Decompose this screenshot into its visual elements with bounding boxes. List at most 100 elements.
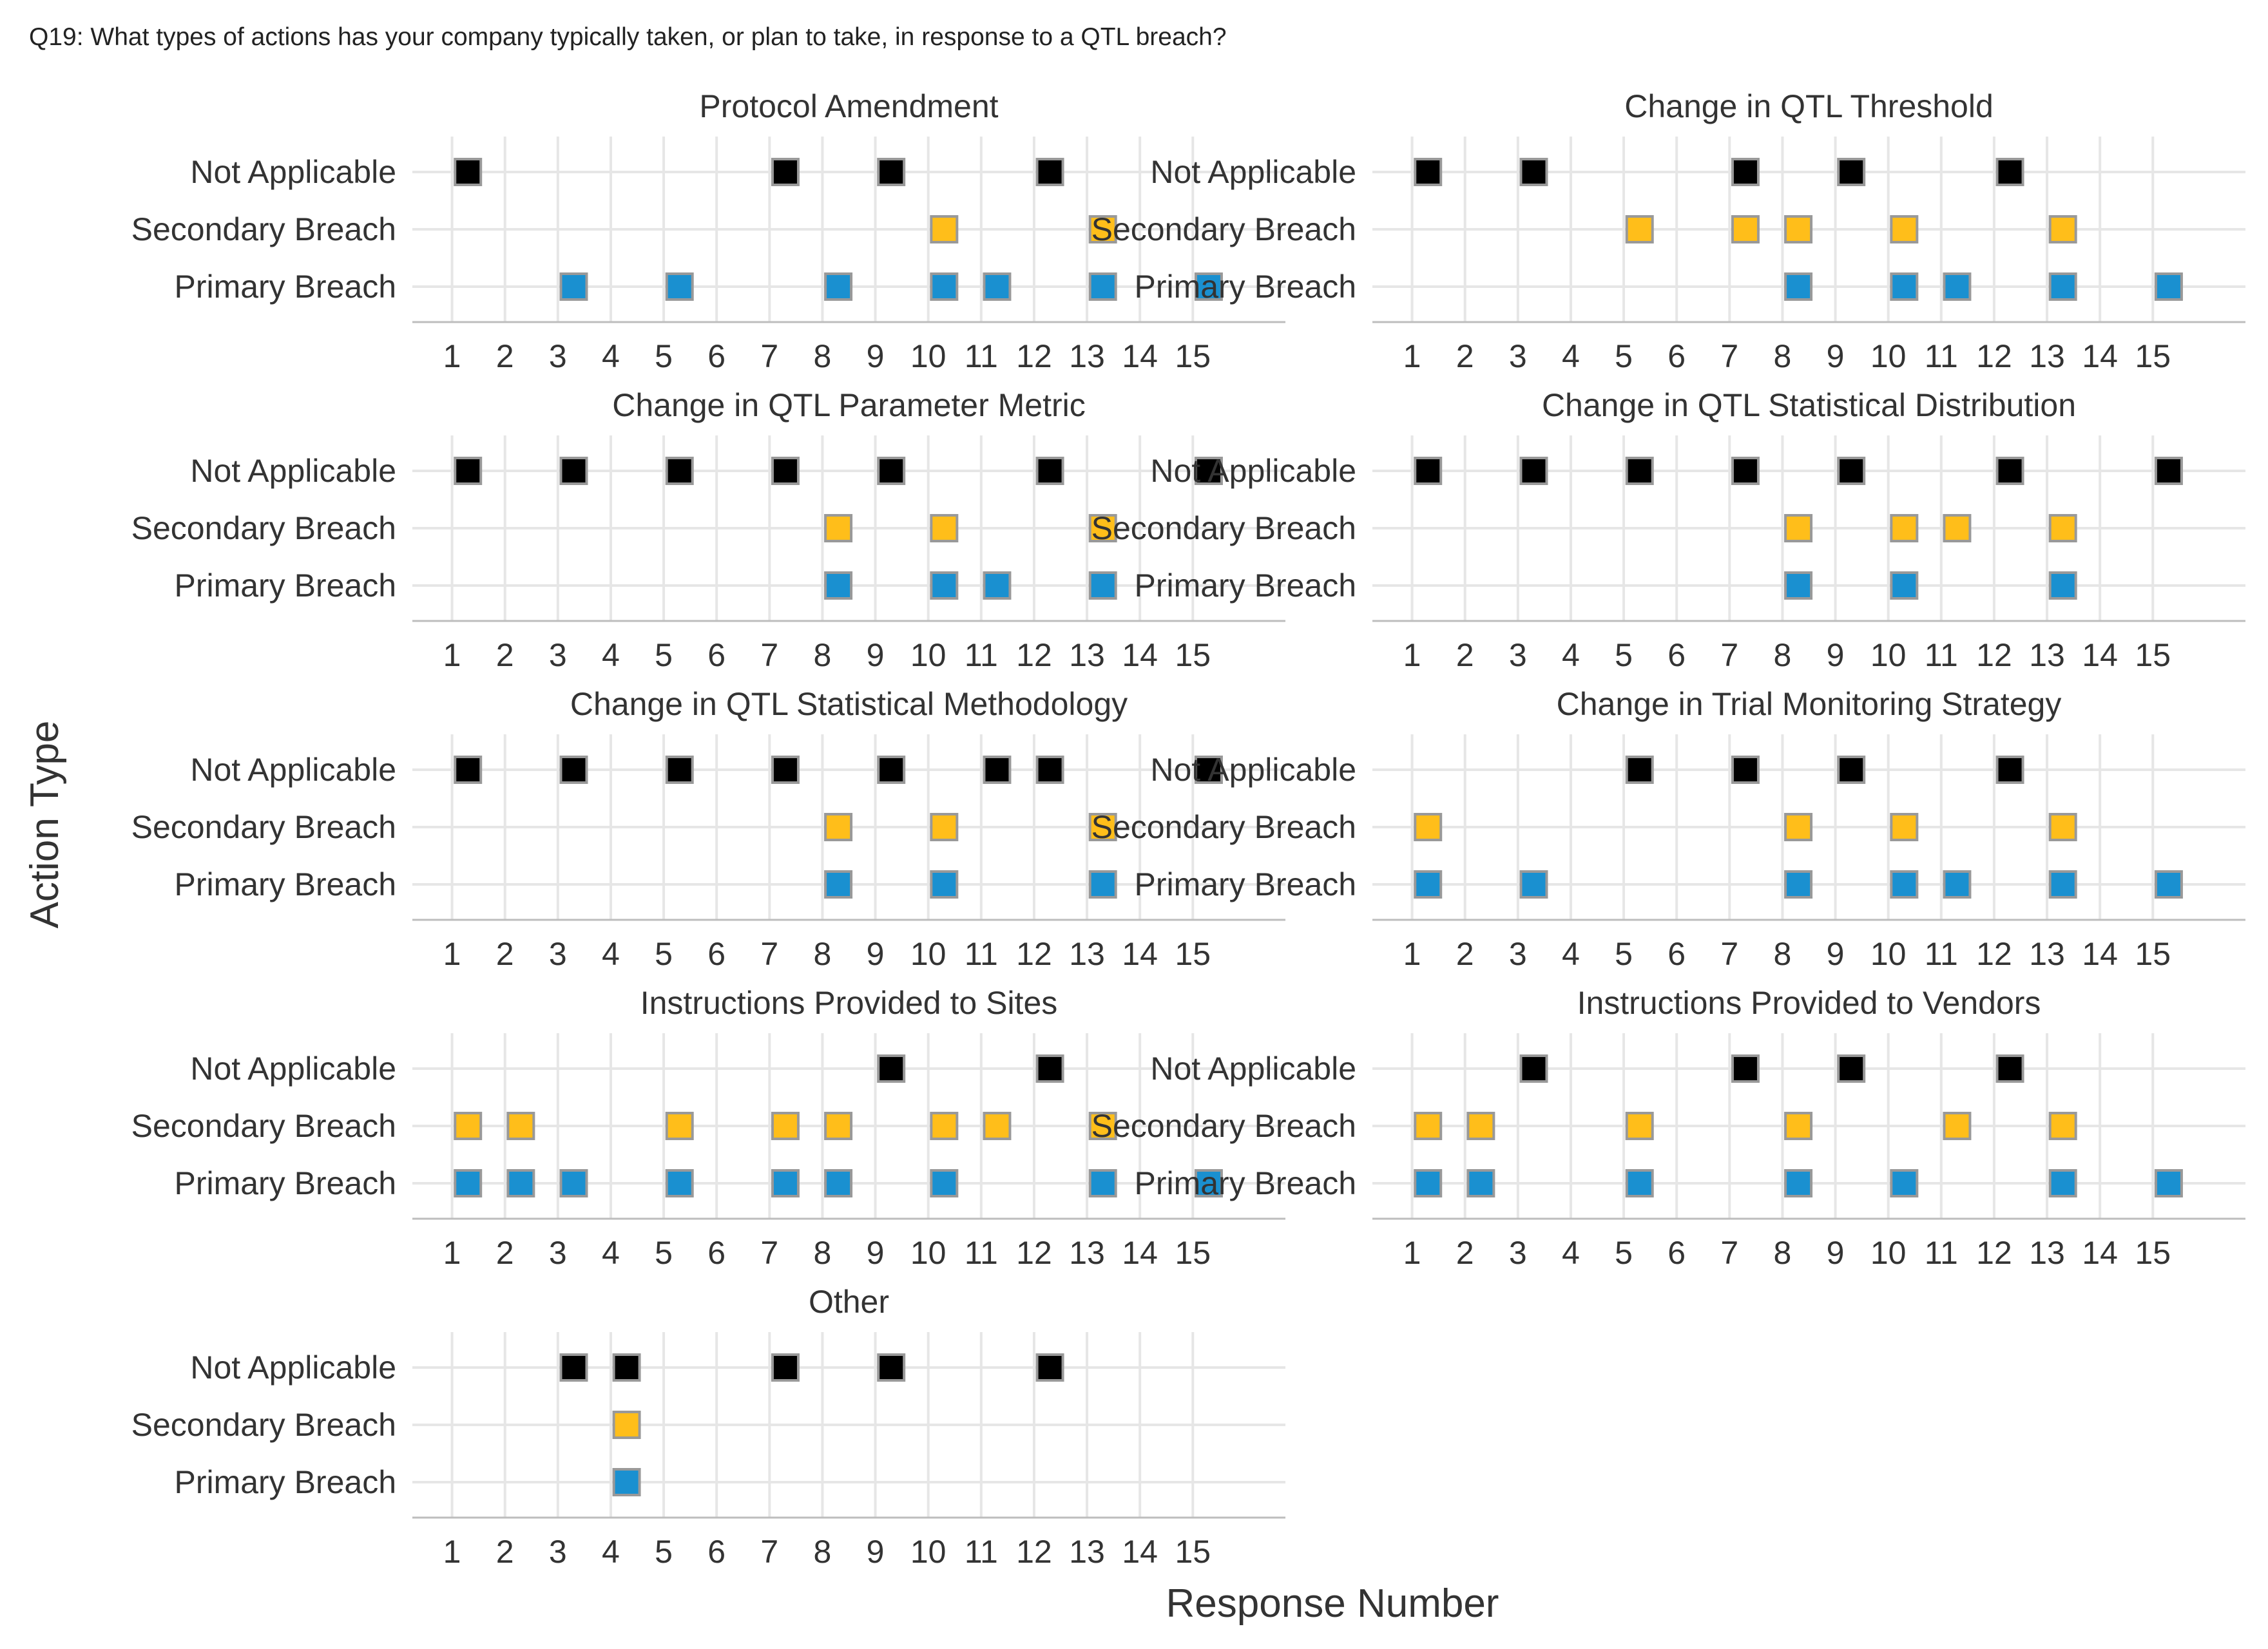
marker-primary-breach — [983, 272, 1012, 301]
marker-not-applicable — [1519, 457, 1548, 485]
marker-primary-breach — [2154, 272, 2183, 301]
marker-primary-breach — [1194, 1169, 1223, 1197]
marker-primary-breach — [1784, 870, 1813, 899]
x-tick-label: 4 — [602, 338, 620, 374]
marker-secondary-breach — [930, 514, 959, 542]
marker-primary-breach — [1088, 1169, 1117, 1197]
panel-1: Protocol Amendment Not Applicable Secondar… — [131, 88, 1285, 374]
marker-primary-breach — [1519, 870, 1548, 899]
marker-secondary-breach — [1784, 813, 1813, 841]
x-tick-label: 10 — [1870, 637, 1907, 673]
marker-not-applicable — [612, 1353, 641, 1382]
marker-primary-breach — [2154, 870, 2183, 899]
x-tick-label: 10 — [910, 637, 947, 673]
marker-not-applicable — [1519, 158, 1548, 186]
marker-secondary-breach — [1784, 1112, 1813, 1140]
y-tick-label: Secondary Breach — [131, 809, 396, 845]
marker-secondary-breach — [1784, 215, 1813, 243]
x-tick-label: 7 — [1720, 637, 1738, 673]
panel-7: Instructions Provided to Sites Not Applic… — [131, 985, 1285, 1271]
marker-primary-breach — [824, 870, 853, 899]
marker-primary-breach — [2048, 571, 2077, 600]
x-tick-label: 12 — [1976, 936, 2012, 972]
y-tick-label: Not Applicable — [190, 154, 396, 190]
marker-not-applicable — [1519, 1054, 1548, 1083]
marker-primary-breach — [824, 1169, 853, 1197]
marker-not-applicable — [1625, 457, 1654, 485]
x-tick-label: 12 — [1016, 936, 1052, 972]
x-tick-label: 2 — [1456, 338, 1474, 374]
marker-not-applicable — [877, 457, 906, 485]
y-axis-title: Action Type — [23, 721, 67, 929]
marker-not-applicable — [1035, 1054, 1064, 1083]
x-tick-label: 14 — [2082, 936, 2118, 972]
x-tick-label: 3 — [549, 338, 567, 374]
x-tick-label: 2 — [1456, 936, 1474, 972]
marker-not-applicable — [1194, 457, 1223, 485]
x-tick-label: 6 — [707, 338, 726, 374]
marker-not-applicable — [1035, 756, 1064, 784]
marker-not-applicable — [1731, 457, 1760, 485]
marker-not-applicable — [1995, 1054, 2024, 1083]
x-tick-label: 1 — [1403, 1235, 1421, 1271]
panel-title: Change in QTL Statistical Distribution — [1542, 387, 2076, 423]
x-tick-label: 4 — [602, 1534, 620, 1570]
marker-primary-breach — [771, 1169, 800, 1197]
panel-3: Change in QTL Parameter Metric Not Applic… — [131, 387, 1285, 673]
x-tick-label: 11 — [1925, 936, 1958, 972]
x-tick-label: 14 — [1122, 1235, 1158, 1271]
marker-secondary-breach — [1890, 514, 1919, 542]
x-tick-label: 12 — [1976, 637, 2012, 673]
x-tick-label: 11 — [965, 1534, 998, 1570]
x-tick-label: 7 — [760, 637, 778, 673]
x-tick-label: 1 — [443, 338, 461, 374]
marker-secondary-breach — [1088, 813, 1117, 841]
marker-primary-breach — [665, 1169, 694, 1197]
x-tick-label: 9 — [867, 936, 885, 972]
marker-primary-breach — [559, 1169, 588, 1197]
marker-not-applicable — [1837, 756, 1866, 784]
x-tick-label: 4 — [1562, 637, 1580, 673]
marker-not-applicable — [665, 457, 694, 485]
marker-not-applicable — [877, 1054, 906, 1083]
x-tick-label: 14 — [2082, 338, 2118, 374]
x-tick-label: 2 — [1456, 637, 1474, 673]
marker-primary-breach — [2048, 1169, 2077, 1197]
x-tick-label: 8 — [1774, 338, 1792, 374]
x-tick-label: 5 — [655, 637, 673, 673]
x-tick-label: 3 — [549, 1235, 567, 1271]
x-tick-label: 5 — [655, 1534, 673, 1570]
x-tick-label: 4 — [1562, 338, 1580, 374]
x-tick-label: 7 — [760, 1534, 778, 1570]
x-tick-label: 1 — [1403, 338, 1421, 374]
x-tick-label: 4 — [1562, 1235, 1580, 1271]
marker-not-applicable — [1414, 158, 1443, 186]
marker-secondary-breach — [771, 1112, 800, 1140]
x-tick-label: 2 — [496, 1534, 514, 1570]
marker-not-applicable — [2154, 457, 2183, 485]
panel-6: Change in Trial Monitoring Strategy Not A… — [1091, 686, 2245, 972]
marker-secondary-breach — [506, 1112, 535, 1140]
marker-primary-breach — [1943, 272, 1972, 301]
x-tick-label: 15 — [2135, 1235, 2171, 1271]
marker-primary-breach — [983, 571, 1012, 600]
marker-secondary-breach — [930, 1112, 959, 1140]
marker-not-applicable — [1035, 457, 1064, 485]
marker-primary-breach — [1194, 272, 1223, 301]
marker-primary-breach — [1784, 1169, 1813, 1197]
x-tick-label: 8 — [1774, 1235, 1792, 1271]
marker-not-applicable — [983, 756, 1012, 784]
x-tick-label: 13 — [2029, 936, 2065, 972]
marker-secondary-breach — [1943, 1112, 1972, 1140]
x-tick-label: 11 — [1925, 338, 1958, 374]
x-tick-label: 15 — [2135, 936, 2171, 972]
marker-secondary-breach — [1943, 514, 1972, 542]
marker-primary-breach — [1088, 571, 1117, 600]
x-tick-label: 10 — [910, 338, 947, 374]
x-tick-label: 5 — [655, 338, 673, 374]
marker-primary-breach — [1784, 272, 1813, 301]
x-tick-label: 14 — [2082, 1235, 2118, 1271]
x-tick-label: 15 — [1175, 936, 1211, 972]
x-tick-label: 5 — [655, 936, 673, 972]
marker-secondary-breach — [1625, 1112, 1654, 1140]
